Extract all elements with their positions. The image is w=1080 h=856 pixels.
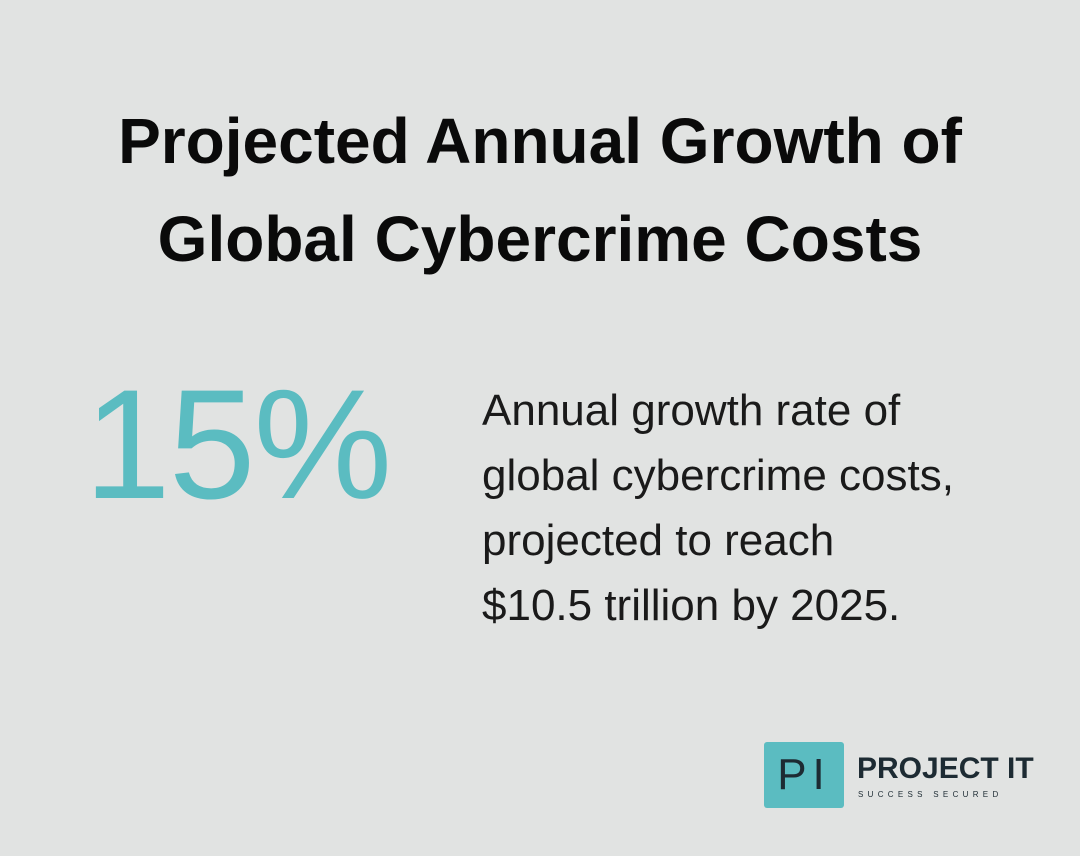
title: Projected Annual Growth of Global Cyberc… (0, 92, 1080, 288)
description-line: $10.5 trillion by 2025. (482, 581, 901, 630)
stat-description: Annual growth rate of global cybercrime … (482, 378, 954, 638)
description-line: Annual growth rate of (482, 386, 901, 435)
description-line: projected to reach (482, 516, 835, 565)
logo-mark: PI (764, 742, 844, 808)
description-line: global cybercrime costs, (482, 451, 954, 500)
title-line: Projected Annual Growth of (118, 105, 962, 177)
title-line: Global Cybercrime Costs (157, 203, 923, 275)
stat-value: 15% (84, 358, 392, 532)
logo-tagline: SUCCESS SECURED (858, 790, 1003, 799)
logo-name: PROJECT IT (857, 752, 1034, 785)
